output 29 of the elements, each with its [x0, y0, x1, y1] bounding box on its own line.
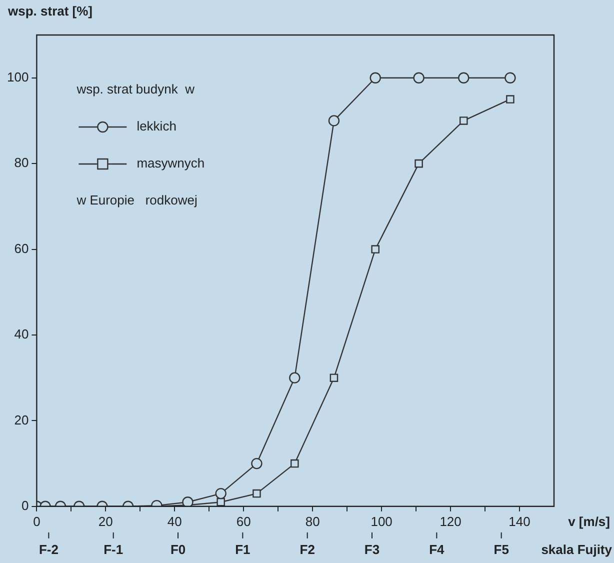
text: F3: [364, 542, 380, 557]
x-tick-label: 40: [167, 514, 182, 529]
text: F-2: [38, 542, 58, 557]
y-tick-label: 80: [14, 155, 29, 170]
x-tick-label: 140: [508, 514, 530, 529]
text: F1: [235, 542, 250, 557]
legend-label: lekkich: [136, 118, 176, 134]
y-tick-label: 60: [14, 240, 29, 256]
x2-axis-title: skala Fujity: [541, 542, 613, 557]
annotation: w Europie rodkowej: [76, 192, 198, 208]
text: F4: [429, 542, 446, 557]
legend-label: masywnych: [136, 156, 205, 171]
text: F-1: [104, 542, 124, 557]
x-tick-label: 80: [305, 514, 320, 529]
x-tick-label: 100: [370, 514, 392, 529]
text: F0: [170, 542, 186, 557]
legend-title: wsp. strat budynk w: [76, 82, 196, 97]
x-axis-title: v [m/s]: [568, 514, 610, 529]
y-tick-label: 100: [6, 69, 29, 84]
x-tick-label: 0: [33, 514, 40, 529]
y-tick-label: 0: [21, 498, 29, 513]
text: F5: [494, 542, 509, 557]
text: F2: [300, 542, 315, 557]
y-tick-label: 40: [14, 326, 29, 342]
x-tick-label: 20: [98, 514, 113, 529]
x-tick-label: 60: [236, 514, 251, 529]
x-tick-label: 120: [440, 514, 462, 529]
y-axis-title: wsp. strat [%]: [7, 4, 93, 19]
y-tick-label: 20: [14, 412, 29, 428]
